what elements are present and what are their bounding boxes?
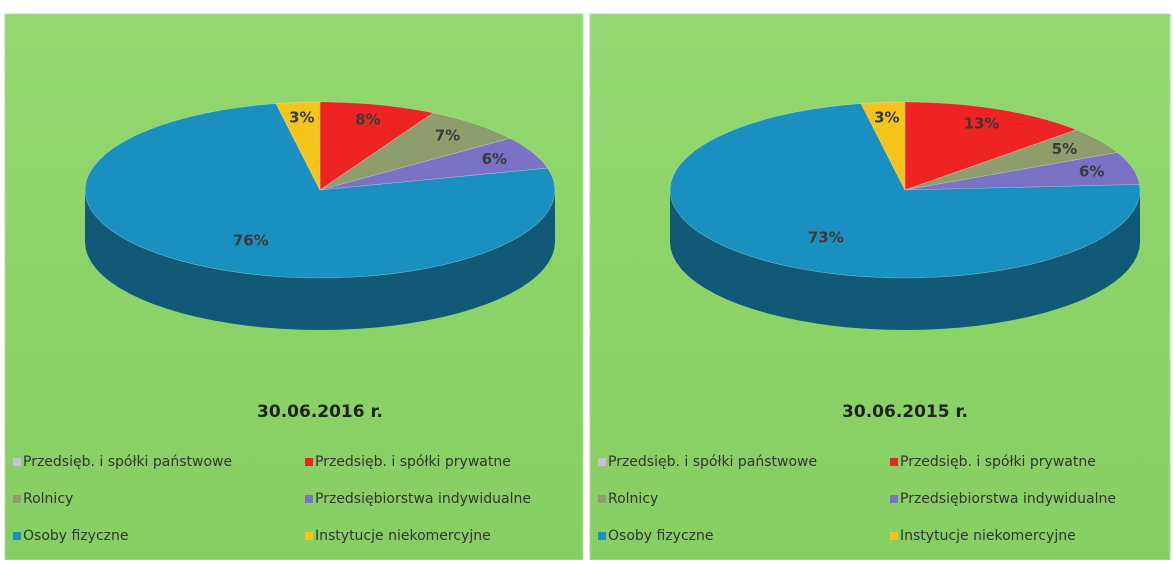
- legend-swatch: [598, 495, 606, 503]
- legend-swatch: [305, 532, 313, 540]
- data-label: 6%: [1079, 163, 1104, 181]
- chart-title: 30.06.2016 r.: [257, 402, 383, 422]
- legend-swatch: [890, 532, 898, 540]
- pie-slice: [319, 137, 549, 191]
- legend-label: Przedsięb. i spółki prywatne: [315, 454, 511, 470]
- data-label: 73%: [808, 229, 844, 247]
- pie-slice: [904, 129, 1119, 191]
- chart-title: 30.06.2015 r.: [842, 402, 968, 422]
- legend-swatch: [13, 532, 21, 540]
- legend-label: Rolnicy: [23, 491, 73, 507]
- legend-label: Rolnicy: [608, 491, 658, 507]
- legend-label: Przedsięb. i spółki państwowe: [608, 454, 817, 470]
- legend-label: Osoby fizyczne: [23, 528, 129, 544]
- pie-slice: [904, 152, 1140, 191]
- legend-swatch: [890, 458, 898, 466]
- legend-swatch: [13, 495, 21, 503]
- pie-side: [670, 190, 1140, 330]
- legend-swatch: [305, 495, 313, 503]
- legend-swatch: [598, 532, 606, 540]
- legend-label: Przedsięb. i spółki państwowe: [23, 454, 232, 470]
- data-label: 76%: [233, 231, 269, 249]
- pie-slice: [275, 101, 321, 191]
- legend-swatch: [890, 495, 898, 503]
- data-label: 6%: [482, 150, 507, 168]
- data-label: 5%: [1052, 140, 1077, 158]
- legend-label: Instytucje niekomercyjne: [900, 528, 1076, 544]
- data-label: 3%: [289, 109, 314, 127]
- legend-label: Instytucje niekomercyjne: [315, 528, 491, 544]
- legend-swatch: [13, 458, 21, 466]
- data-label: 8%: [355, 111, 380, 129]
- legend-label: Przedsięb. i spółki prywatne: [900, 454, 1096, 470]
- chart-panel: 8% 7% 6% 76% 3% 30.06.2016 r. Przedsięb. i spó…: [4, 13, 584, 561]
- data-label: 3%: [874, 109, 899, 127]
- legend-label: Przedsiębiorstwa indywidualne: [900, 491, 1116, 507]
- data-label: 13%: [964, 114, 1000, 132]
- pie-side: [85, 190, 555, 330]
- legend-swatch: [598, 458, 606, 466]
- legend-label: Przedsiębiorstwa indywidualne: [315, 491, 531, 507]
- legend-label: Osoby fizyczne: [608, 528, 714, 544]
- pie-slice: [860, 101, 906, 191]
- pie-slice: [669, 103, 1141, 279]
- pie-slice: [319, 112, 511, 191]
- pie-slice: [904, 101, 1078, 191]
- chart-panel: 13% 5%6% 73% 3% 30.06.2015 r. Przedsięb. i sp…: [589, 13, 1171, 561]
- pie-slice: [84, 103, 556, 279]
- legend-swatch: [305, 458, 313, 466]
- data-label: 7%: [435, 126, 460, 144]
- pie-slice: [319, 101, 434, 191]
